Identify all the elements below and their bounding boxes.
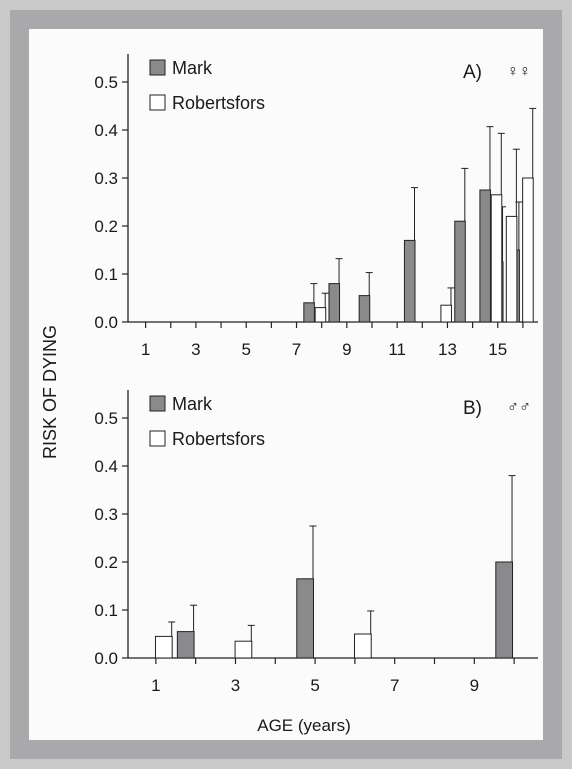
p0-y-tick-label: 0.5 <box>94 73 118 92</box>
p0-bar-mark <box>358 295 371 323</box>
p1-legend-label-mark: Mark <box>172 394 213 414</box>
p0-bar-robertsfors <box>522 177 534 323</box>
p1-bar-robertsfors <box>234 640 253 659</box>
p1-bar-robertsfors <box>353 633 372 659</box>
p0-bar-mark <box>328 283 341 323</box>
p1-panel-label: B) <box>463 398 482 419</box>
p1-x-tick-label: 7 <box>390 676 399 695</box>
p0-panel-label: A) <box>463 62 482 83</box>
x-axis-label: AGE (years) <box>257 716 351 735</box>
figure-paper <box>29 29 543 740</box>
p0-bar-robertsfors <box>505 215 518 323</box>
p0-x-tick-label: 3 <box>191 340 200 359</box>
p1-y-tick-label: 0.1 <box>94 601 118 620</box>
p0-bar-robertsfors <box>490 194 503 323</box>
p0-y-tick-label: 0.2 <box>94 217 118 236</box>
p1-x-tick-label: 9 <box>470 676 479 695</box>
p0-y-tick-label: 0.4 <box>94 121 118 140</box>
p0-x-tick-label: 15 <box>488 340 507 359</box>
p0-x-tick-label: 7 <box>292 340 301 359</box>
p1-bar-mark <box>176 631 195 659</box>
p0-x-tick-label: 11 <box>388 340 406 359</box>
p0-bar-mark <box>454 220 466 323</box>
p0-sex-symbol: ♀♀ <box>507 63 531 80</box>
p1-legend-swatch-mark <box>149 395 166 412</box>
p0-bar-mark <box>479 189 491 323</box>
p1-y-tick-label: 0.4 <box>94 457 118 476</box>
p0-legend-swatch-robertsfors <box>149 94 166 111</box>
p0-legend-label-mark: Mark <box>172 58 213 78</box>
p1-sex-symbol: ♂♂ <box>507 399 531 416</box>
p0-legend-swatch-mark <box>149 59 166 76</box>
p0-bar-mark <box>403 239 416 323</box>
y-axis-label: RISK OF DYING <box>40 325 60 459</box>
p0-legend-label-robertsfors: Robertsfors <box>172 93 265 113</box>
p0-bar-mark <box>303 302 315 323</box>
p1-bar-mark <box>296 578 314 659</box>
p1-legend-label-robertsfors: Robertsfors <box>172 429 265 449</box>
panel-a: 0.00.10.20.30.40.51 3 5 7 9 11 13 15MarkRoberts… <box>94 54 538 359</box>
p1-x-tick-label: 5 <box>310 676 319 695</box>
p0-y-tick-label: 0.3 <box>94 169 118 188</box>
p0-x-tick-label: 5 <box>241 340 250 359</box>
p1-y-tick-label: 0.3 <box>94 505 118 524</box>
p0-x-tick-label: 1 <box>141 340 150 359</box>
p0-y-tick-label: 0.0 <box>94 313 118 332</box>
p1-y-tick-label: 0.0 <box>94 649 118 668</box>
p1-x-tick-label: 3 <box>231 676 240 695</box>
p0-bar-robertsfors <box>314 307 327 323</box>
p0-x-tick-label: 13 <box>438 340 457 359</box>
p1-y-tick-label: 0.2 <box>94 553 118 572</box>
p1-bar-mark <box>495 561 514 659</box>
p1-legend-swatch-robertsfors <box>149 430 166 447</box>
p1-x-tick-label: 1 <box>151 676 160 695</box>
p1-y-tick-label: 0.5 <box>94 409 118 428</box>
p1-bar-robertsfors <box>154 635 173 659</box>
p0-y-tick-label: 0.1 <box>94 265 118 284</box>
p0-x-tick-label: 9 <box>342 340 351 359</box>
panel-b: 0.0 0.1 0.2 0.3 0.4 0.5 1 3 5 7 9 Mark Robertsfors B)… <box>94 390 538 695</box>
p0-bar-robertsfors <box>440 304 452 323</box>
